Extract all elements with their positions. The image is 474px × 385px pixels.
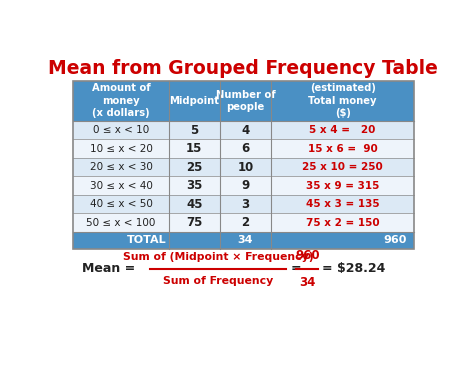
Text: 25: 25 (186, 161, 202, 174)
FancyBboxPatch shape (73, 139, 414, 158)
Text: 3: 3 (241, 198, 249, 211)
Text: 25 x 10 = 250: 25 x 10 = 250 (302, 162, 383, 172)
Text: 20 ≤ x < 30: 20 ≤ x < 30 (90, 162, 152, 172)
FancyBboxPatch shape (73, 121, 414, 139)
Text: Midpoint: Midpoint (169, 96, 219, 106)
Text: 40 ≤ x < 50: 40 ≤ x < 50 (90, 199, 152, 209)
Text: = $28.24: = $28.24 (322, 262, 385, 275)
Text: 50 ≤ x < 100: 50 ≤ x < 100 (86, 218, 155, 228)
Text: 2: 2 (241, 216, 249, 229)
Text: 45: 45 (186, 198, 202, 211)
Text: 10 ≤ x < 20: 10 ≤ x < 20 (90, 144, 152, 154)
Text: 0 ≤ x < 10: 0 ≤ x < 10 (93, 125, 149, 135)
Text: 5: 5 (190, 124, 199, 137)
Text: 5 x 4 =   20: 5 x 4 = 20 (310, 125, 376, 135)
FancyBboxPatch shape (73, 81, 414, 121)
Text: (estimated)
Total money
($): (estimated) Total money ($) (309, 84, 377, 118)
FancyBboxPatch shape (73, 158, 414, 176)
Text: 10: 10 (237, 161, 254, 174)
Text: TOTAL: TOTAL (127, 235, 166, 245)
FancyBboxPatch shape (73, 232, 414, 249)
Text: Amount of
money
(x dollars): Amount of money (x dollars) (91, 84, 150, 118)
Text: 45 x 3 = 135: 45 x 3 = 135 (306, 199, 379, 209)
Text: =: = (290, 262, 301, 275)
Text: 6: 6 (241, 142, 249, 155)
Text: 960: 960 (383, 235, 406, 245)
Text: Sum of Frequency: Sum of Frequency (163, 276, 273, 286)
Text: Sum of (Midpoint × Frequency): Sum of (Midpoint × Frequency) (123, 252, 313, 262)
Text: 15: 15 (186, 142, 202, 155)
Text: 960: 960 (295, 249, 319, 262)
Text: 15 x 6 =  90: 15 x 6 = 90 (308, 144, 377, 154)
Text: 4: 4 (241, 124, 249, 137)
Text: 9: 9 (241, 179, 249, 192)
Text: Mean from Grouped Frequency Table: Mean from Grouped Frequency Table (48, 59, 438, 78)
Text: 35 x 9 = 315: 35 x 9 = 315 (306, 181, 379, 191)
Text: Mean =: Mean = (82, 262, 136, 275)
Text: 34: 34 (299, 276, 315, 289)
Text: 30 ≤ x < 40: 30 ≤ x < 40 (90, 181, 152, 191)
Text: 75: 75 (186, 216, 202, 229)
Text: Number of
people: Number of people (216, 90, 275, 112)
Text: 75 x 2 = 150: 75 x 2 = 150 (306, 218, 379, 228)
FancyBboxPatch shape (73, 213, 414, 232)
Text: 34: 34 (237, 235, 253, 245)
FancyBboxPatch shape (73, 176, 414, 195)
Text: 35: 35 (186, 179, 202, 192)
FancyBboxPatch shape (73, 195, 414, 213)
